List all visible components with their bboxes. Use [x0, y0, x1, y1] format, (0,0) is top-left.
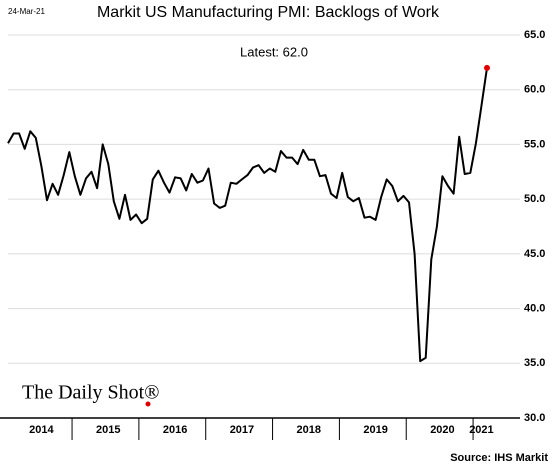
- date: 24-Mar-21: [8, 7, 45, 16]
- latest-point: [484, 64, 490, 71]
- y-tick-label: 30.0: [524, 412, 545, 424]
- y-tick-label: 50.0: [524, 193, 545, 205]
- x-tick-label: 2021: [469, 424, 493, 436]
- x-tick-label: 2014: [29, 424, 54, 436]
- y-tick-label: 40.0: [524, 302, 545, 314]
- y-tick-label: 55.0: [524, 138, 545, 150]
- x-tick-label: 2020: [430, 424, 454, 436]
- y-tick-label: 60.0: [524, 84, 545, 96]
- x-tick-label: 2016: [163, 424, 187, 436]
- chart-title: Markit US Manufacturing PMI: Backlogs of…: [97, 4, 440, 21]
- logo-dot: [145, 401, 151, 407]
- line: [7, 67, 488, 363]
- logo: The Daily Shot®: [22, 382, 159, 404]
- y-tick-label: 65.0: [524, 29, 545, 41]
- x-tick-label: 2017: [230, 424, 254, 436]
- source: Source: IHS Markit: [450, 452, 548, 464]
- annotation: Latest: 62.0: [240, 44, 308, 59]
- x-tick-label: 2019: [363, 424, 387, 436]
- y-tick-label: 35.0: [524, 357, 545, 369]
- x-tick-label: 2015: [96, 424, 120, 436]
- x-tick-label: 2018: [297, 424, 321, 436]
- y-tick-label: 45.0: [524, 248, 545, 260]
